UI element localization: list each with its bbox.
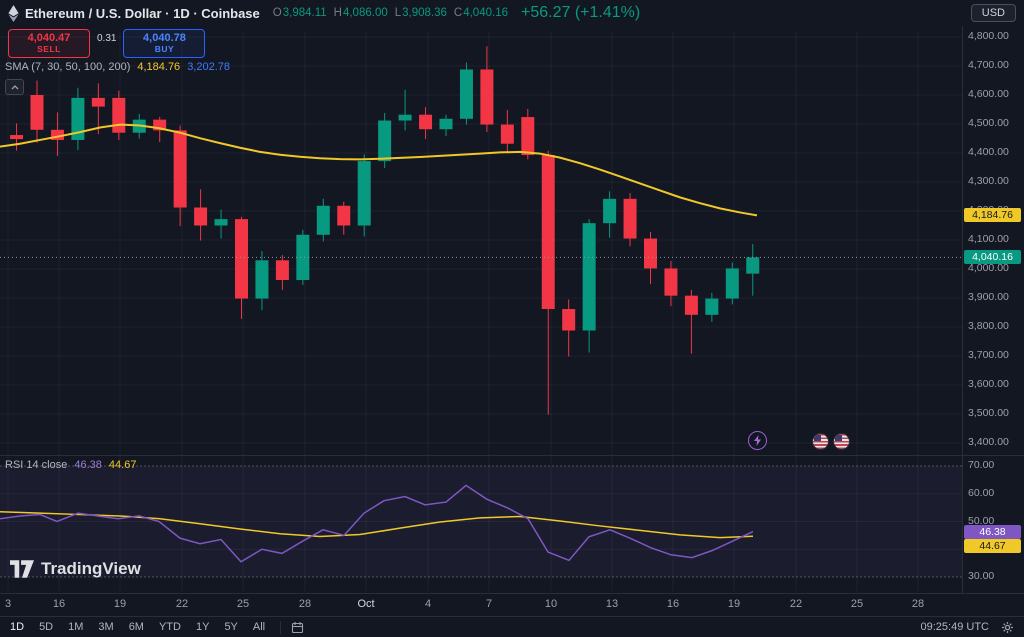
range-button-1m[interactable]: 1M [68, 621, 84, 633]
time-axis-label: 19 [727, 598, 741, 610]
price-axis-label: 3,900.00 [968, 291, 1009, 303]
utc-clock[interactable]: 09:25:49 UTC [920, 621, 989, 633]
price-axis-label: 3,600.00 [968, 378, 1009, 390]
range-button-6m[interactable]: 6M [128, 621, 144, 633]
range-button-1d[interactable]: 1D [10, 621, 25, 633]
rsi-ma-value: 44.67 [108, 459, 137, 471]
buy-button[interactable]: 4,040.78 BUY [123, 29, 206, 58]
time-axis-label: 7 [485, 598, 493, 610]
time-axis-label: 16 [666, 598, 680, 610]
rsi-axis-label: 30.00 [968, 570, 995, 582]
rsi-axis-label: 50.00 [968, 514, 995, 527]
rsi-ma-value-badge: 44.67 [964, 538, 1021, 553]
ohlc-value: 4,086.00 [342, 7, 388, 19]
price-axis-label: 4,500.00 [968, 117, 1009, 129]
ohlc-value: 3,908.36 [402, 7, 447, 19]
ethereum-icon [8, 4, 19, 22]
ohlc-key: O [272, 7, 282, 19]
us-flag-event-icon[interactable] [813, 434, 828, 449]
price-axis-label: 4,800.00 [968, 30, 1009, 42]
tradingview-logo-text: TradingView [41, 559, 141, 578]
rsi-value: 46.38 [74, 459, 102, 471]
price-change: +56.27 (+1.41%) [520, 4, 641, 21]
pane-collapse-button[interactable] [5, 79, 24, 95]
range-button-5y[interactable]: 5Y [224, 621, 238, 633]
time-axis-label: 28 [911, 598, 925, 610]
range-button-all[interactable]: All [252, 621, 266, 633]
time-axis-label: 13 [605, 598, 619, 610]
pane-separator[interactable] [0, 455, 1024, 456]
spread-value: 0.31 [97, 33, 117, 44]
main-chart-canvas[interactable] [0, 26, 962, 593]
price-axis-label: 4,100.00 [968, 233, 1009, 245]
time-axis-label: Oct [357, 598, 375, 610]
chart-header: Ethereum / U.S. Dollar · 1D · Coinbase O… [0, 0, 1024, 26]
chevron-up-icon [11, 84, 18, 89]
settings-gear-icon[interactable] [1001, 621, 1014, 634]
bottom-toolbar: 1D 5D 1M 3M 6M YTD 1Y 5Y All 09:25:49 UTC [0, 616, 1024, 637]
time-axis-label: 3 [4, 598, 12, 610]
rsi-indicator-legend[interactable]: RSI 14 close 46.38 44.67 [5, 459, 136, 471]
us-flag-event-icon[interactable] [834, 434, 849, 449]
sma-indicator-legend[interactable]: SMA (7, 30, 50, 100, 200) 4,184.76 3,202… [5, 61, 230, 73]
range-button-1y[interactable]: 1Y [195, 621, 210, 633]
rsi-value-badge: 46.38 [964, 524, 1021, 539]
price-axis-label: 4,600.00 [968, 88, 1009, 100]
ohlc-value: 3,984.11 [282, 7, 327, 19]
price-axis-label: 3,700.00 [968, 349, 1009, 361]
tradingview-logo[interactable]: TradingView [10, 559, 141, 579]
sell-price: 4,040.47 [27, 32, 71, 45]
time-axis-label: 22 [175, 598, 189, 610]
range-button-ytd[interactable]: YTD [158, 621, 181, 633]
sma-price-badge: 4,184.76 [964, 208, 1021, 223]
rsi-legend-name: RSI 14 close [5, 459, 68, 471]
ohlc-values: O 3,984.11 H 4,086.00 L 3,908.36 C 4,040.16 [266, 7, 508, 19]
sma-value-1: 4,184.76 [137, 61, 181, 73]
sma-value-2: 3,202.78 [187, 61, 231, 73]
ohlc-value: 4,040.16 [463, 7, 508, 19]
price-axis-label: 3,400.00 [968, 436, 1009, 448]
time-axis-label: 22 [789, 598, 803, 610]
price-axis-label: 4,700.00 [968, 59, 1009, 71]
toolbar-divider [280, 620, 282, 634]
sell-label: SELL [37, 43, 61, 54]
range-button-3m[interactable]: 3M [98, 621, 114, 633]
time-axis-label: 25 [236, 598, 250, 610]
rsi-axis-label: 60.00 [968, 486, 995, 499]
time-axis-label: 19 [113, 598, 127, 610]
lightning-bolt-event-icon[interactable] [748, 431, 767, 450]
price-axis-label: 4,000.00 [968, 262, 1009, 274]
time-axis-label: 16 [52, 598, 66, 610]
rsi-axis-label: 70.00 [968, 459, 995, 471]
time-axis[interactable]: 3 16 19 22 25 28 Oct 4 7 10 13 16 19 22 25 28 [0, 593, 1024, 616]
price-axis-label: 4,400.00 [968, 146, 1009, 158]
range-buttons: 1D 5D 1M 3M 6M YTD 1Y 5Y All [10, 621, 280, 633]
buy-price: 4,040.78 [143, 32, 186, 45]
buy-label: BUY [154, 43, 175, 54]
time-axis-label: 10 [544, 598, 558, 610]
go-to-date-button[interactable] [291, 621, 304, 634]
time-axis-label: 28 [298, 598, 312, 610]
price-axis-border [962, 0, 963, 593]
ohlc-key: L [394, 7, 402, 19]
last-price-badge: 4,040.16 [964, 250, 1021, 265]
time-axis-label: 4 [424, 598, 432, 610]
ohlc-key: H [333, 7, 342, 19]
ohlc-key: C [453, 7, 463, 19]
symbol-title[interactable]: Ethereum / U.S. Dollar · 1D · Coinbase [25, 5, 260, 21]
sell-button[interactable]: 4,040.47 SELL [8, 29, 90, 58]
price-axis[interactable]: 4,800.00 4,700.00 4,600.00 4,500.00 4,400.00… [963, 26, 1024, 593]
tradingview-logo-icon [10, 560, 34, 578]
price-axis-label: 3,800.00 [968, 320, 1009, 332]
time-axis-label: 25 [850, 598, 864, 610]
trade-widget: 4,040.47 SELL 0.31 4,040.78 BUY [8, 29, 206, 58]
currency-button[interactable]: USD [970, 4, 1016, 22]
sma-legend-name: SMA (7, 30, 50, 100, 200) [5, 61, 131, 73]
range-button-5d[interactable]: 5D [39, 621, 54, 633]
calendar-icon [292, 621, 304, 633]
price-axis-label: 4,300.00 [968, 175, 1009, 187]
price-axis-label: 3,500.00 [968, 407, 1009, 419]
